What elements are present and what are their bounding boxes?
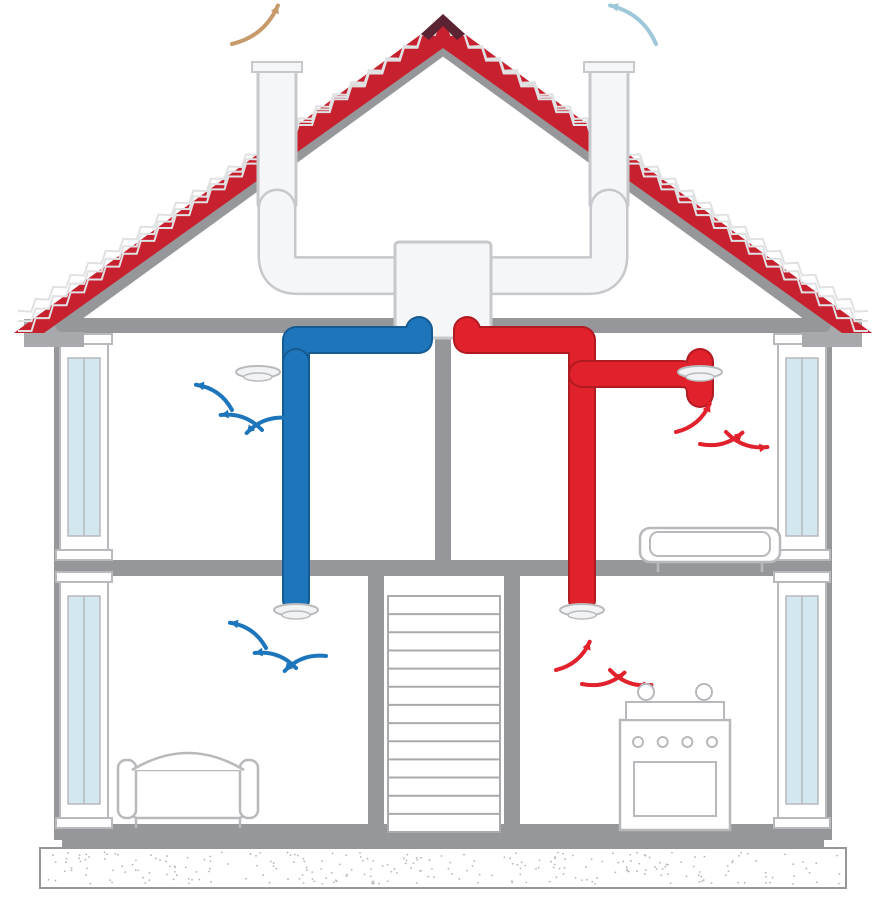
window bbox=[774, 572, 830, 828]
window bbox=[774, 334, 830, 560]
window bbox=[56, 572, 112, 828]
foundation bbox=[40, 848, 846, 888]
stove-icon bbox=[620, 684, 730, 830]
staircase bbox=[388, 596, 500, 832]
hrv-house-diagram bbox=[0, 0, 886, 897]
window bbox=[56, 334, 112, 560]
